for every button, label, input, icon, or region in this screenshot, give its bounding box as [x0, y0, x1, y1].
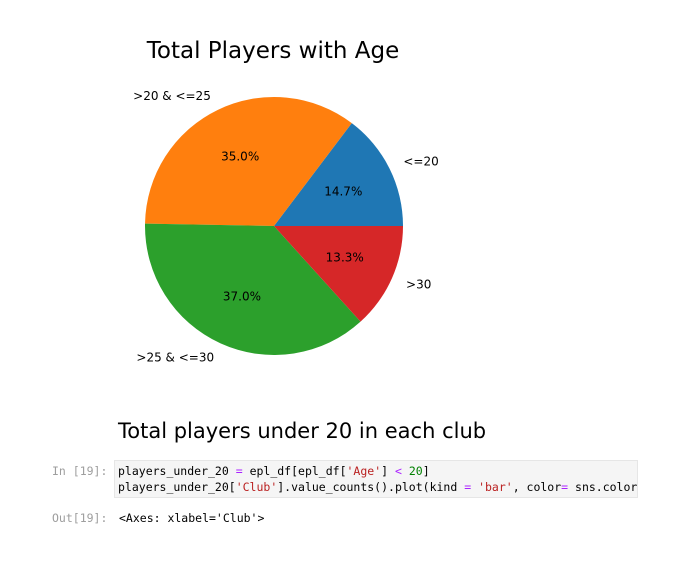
- pie-percent-label: 13.3%: [326, 250, 364, 264]
- pie-slice-25-30: [144, 223, 361, 355]
- output-text: <Axes: xlabel='Club'>: [119, 511, 265, 525]
- output-prompt: Out[19]:: [52, 511, 108, 525]
- pie-percent-label: 14.7%: [324, 185, 362, 199]
- pie-chart: Total Players with Age 14.7% <=20 35.0% >20…: [133, 38, 439, 364]
- chart-title: Total Players with Age: [146, 38, 399, 64]
- pie-percent-label: 35.0%: [221, 149, 259, 163]
- pie-category-label: >20 & <=25: [133, 89, 211, 103]
- code-cell[interactable]: players_under_20 = epl_df[epl_df['Age'] …: [114, 460, 638, 498]
- pie-category-label: >25 & <=30: [136, 350, 214, 364]
- pie-slice-30: [274, 226, 403, 322]
- pie-category-label: >30: [406, 278, 431, 292]
- pie-category-label: <=20: [403, 155, 438, 169]
- code-line-1: players_under_20 = epl_df[epl_df['Age'] …: [118, 464, 430, 478]
- section-heading: Total players under 20 in each club: [118, 419, 487, 443]
- pie-slices: [144, 96, 403, 355]
- pie-labels: 14.7% <=20 35.0% >20 & <=25 37.0% >25 & <=30 1…: [133, 89, 439, 364]
- pie-slice-20: [274, 123, 403, 226]
- pie-slice-20-25: [145, 96, 352, 227]
- pie-percent-label: 37.0%: [223, 289, 261, 303]
- code-line-2: players_under_20['Club'].value_counts().…: [118, 480, 638, 494]
- input-prompt: In [19]:: [52, 464, 108, 478]
